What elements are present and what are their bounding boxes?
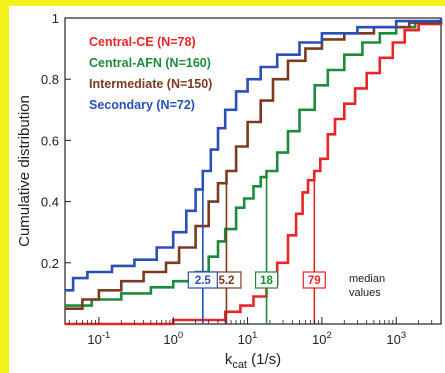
median-value-label: 5.2 (218, 275, 234, 287)
x-axis-title-sub: cat (232, 359, 247, 371)
median-note-line2: values (349, 287, 381, 299)
y-tick-label: 0.6 (41, 133, 59, 148)
tick-layer: 10-1 100 101 102 103 0.2 0.4 0.6 0.8 1 (41, 11, 442, 347)
legend-entry: Secondary (N=72) (89, 98, 195, 112)
x-tick-label: 102 (312, 330, 332, 347)
series-line (65, 21, 443, 310)
x-tick-label: 103 (386, 330, 406, 347)
legend-entry: Intermediate (N=150) (89, 77, 212, 91)
series-line (65, 18, 443, 292)
y-tick-label: 0.4 (41, 195, 59, 210)
median-layer: 79 18 5.2 2.5 (187, 171, 326, 324)
median-value-label: 79 (308, 275, 321, 287)
median-value-label: 18 (260, 275, 273, 287)
legend-entry: Central-AFN (N=160) (89, 56, 211, 70)
series-line (65, 21, 443, 307)
y-tick-label: 0.8 (41, 72, 59, 87)
median-value-label: 2.5 (195, 275, 212, 287)
y-tick-label: 1 (52, 11, 59, 26)
median-box (254, 271, 279, 289)
legend: Central-CE (N=78) Central-AFN (N=160) Inte… (89, 35, 212, 112)
plot-area: 79 18 5.2 2.5 10-1 100 101 102 103 0.2 0.4 0.6 0.8 1… (9, 6, 445, 373)
x-axis-title: kcat (1/s) (225, 351, 281, 371)
median-note-line1: median (349, 273, 385, 285)
y-axis-title: Cumulative distribution (16, 95, 33, 247)
legend-entry: Central-CE (N=78) (89, 35, 196, 49)
x-tick-label: 101 (238, 330, 258, 347)
x-tick-label: 10-1 (87, 330, 110, 347)
x-axis-title-unit: (1/s) (247, 351, 281, 368)
x-axis-title-main: k (225, 351, 233, 368)
y-tick-label: 0.2 (41, 256, 59, 271)
x-tick-label: 100 (163, 330, 183, 347)
axes-frame (64, 17, 442, 325)
median-box (187, 271, 218, 289)
median-box (302, 271, 326, 289)
